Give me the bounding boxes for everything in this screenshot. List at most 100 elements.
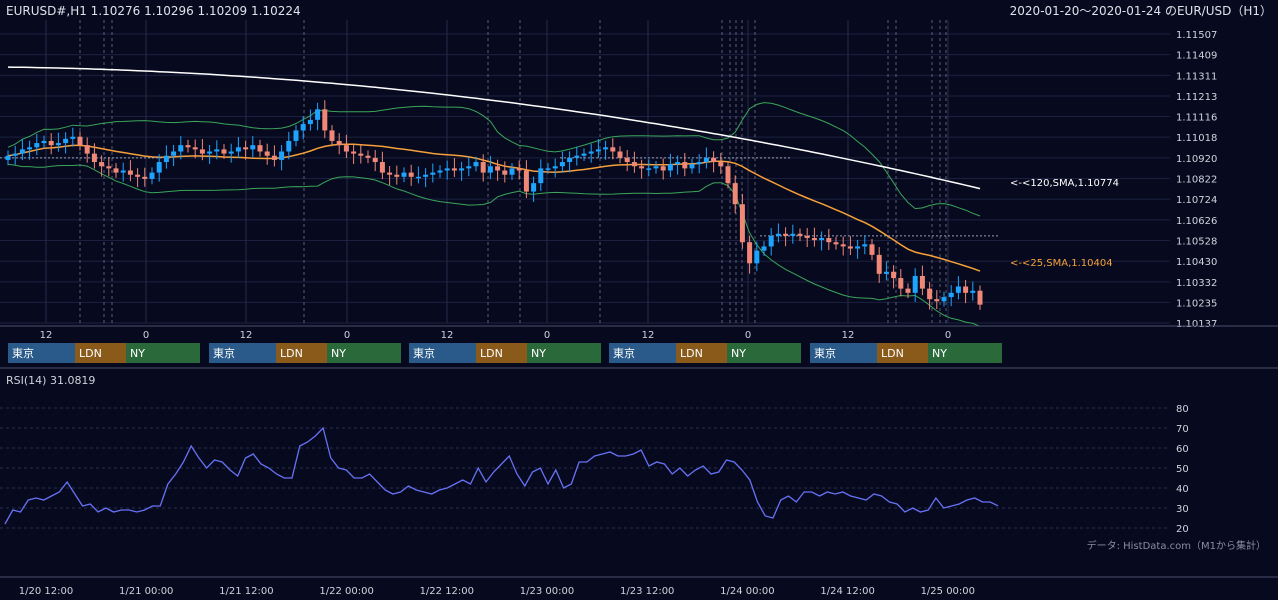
session-newyork-label: NY [130, 347, 145, 360]
candle-body [502, 170, 508, 175]
candle-body [495, 166, 501, 171]
candle-body [415, 176, 421, 179]
time-tick-label: 1/20 12:00 [19, 586, 73, 597]
candle-body [912, 275, 918, 293]
candle-body [603, 147, 609, 150]
candle-body [127, 170, 133, 175]
candle-body [804, 235, 810, 238]
hour-tick-label: 0 [745, 330, 751, 341]
candle-body [343, 145, 349, 152]
rsi-line [4, 426, 999, 525]
candle-body [5, 155, 11, 160]
session-newyork-bar [727, 343, 801, 363]
time-tick-label: 1/21 00:00 [119, 586, 173, 597]
candle-body [646, 168, 652, 170]
session-london-label: LDN [881, 347, 904, 360]
candle-body [797, 233, 803, 236]
candle-body [696, 162, 702, 165]
candle-body [667, 164, 673, 171]
candle-body [185, 145, 191, 148]
candle-body [279, 151, 285, 160]
candle-body [322, 109, 328, 131]
candle-body [725, 166, 731, 184]
candle-body [34, 143, 40, 148]
candle-body [473, 162, 479, 167]
candle-body [538, 168, 544, 184]
candle-body [84, 145, 90, 154]
rsi-tick-label: 70 [1176, 424, 1189, 435]
hour-tick-label: 12 [842, 330, 855, 341]
price-tick-label: 1.10528 [1176, 237, 1217, 248]
candle-body [408, 172, 414, 177]
candle-body [401, 172, 407, 177]
candle-body [574, 155, 580, 158]
session-newyork-label: NY [731, 347, 746, 360]
candle-body [437, 170, 443, 173]
hour-tick-label: 0 [143, 330, 149, 341]
candle-body [459, 168, 465, 171]
candle-body [718, 162, 724, 167]
candle-body [99, 162, 105, 167]
candle-body [120, 170, 126, 173]
candle-body [156, 162, 162, 173]
candle-body [27, 147, 33, 150]
session-newyork-bar [527, 343, 601, 363]
candle-body [329, 130, 335, 141]
session-tokyo-label: 東京 [413, 346, 435, 360]
session-london-bar [276, 343, 327, 363]
session-tokyo-label: 東京 [814, 346, 836, 360]
session-tokyo-label: 東京 [213, 346, 235, 360]
candle-body [545, 168, 551, 170]
header-period: 2020-01-20～2020-01-24 のEUR/USD（H1） [1009, 4, 1272, 18]
price-tick-label: 1.10822 [1176, 175, 1217, 186]
session-tokyo-bar [209, 343, 276, 363]
candle-body [192, 147, 198, 150]
candle-body [977, 290, 983, 305]
candle-body [948, 292, 954, 298]
session-london-bar [676, 343, 727, 363]
candle-body [480, 162, 486, 173]
candle-body [394, 174, 400, 177]
candle-body [264, 151, 270, 156]
candle-body [63, 138, 69, 144]
candle-body [286, 140, 292, 152]
price-tick-label: 1.11409 [1176, 51, 1217, 62]
session-london-label: LDN [680, 347, 703, 360]
price-tick-label: 1.10920 [1176, 154, 1217, 165]
candle-body [811, 237, 817, 241]
price-tick-label: 1.10137 [1176, 319, 1217, 330]
candle-body [387, 172, 393, 175]
candle-body [847, 246, 853, 249]
candle-body [905, 288, 911, 293]
hour-tick-label: 12 [40, 330, 53, 341]
candle-body [55, 143, 61, 146]
candle-body [487, 166, 493, 173]
candle-body [963, 286, 969, 293]
candle-body [941, 297, 947, 302]
candle-body [869, 244, 875, 255]
candle-body [970, 290, 976, 293]
candle-body [214, 149, 220, 152]
header-symbol: EURUSD#,H1 1.10276 1.10296 1.10209 1.102… [6, 4, 301, 18]
candle-body [531, 183, 537, 192]
time-tick-label: 1/24 12:00 [820, 586, 874, 597]
candle-body [257, 145, 263, 152]
candle-body [91, 153, 97, 163]
session-newyork-label: NY [531, 347, 546, 360]
candle-body [451, 168, 457, 171]
session-newyork-label: NY [331, 347, 346, 360]
candle-body [351, 151, 357, 154]
candle-body [653, 166, 659, 169]
candle-body [934, 299, 940, 302]
hour-tick-label: 12 [441, 330, 454, 341]
rsi-title: RSI(14) 31.0819 [6, 374, 96, 387]
session-newyork-bar [126, 343, 200, 363]
candle-body [77, 136, 83, 146]
candle-body [423, 174, 429, 177]
candle-body [588, 151, 594, 154]
candle-body [48, 140, 54, 146]
session-tokyo-bar [409, 343, 476, 363]
candle-body [336, 140, 342, 146]
candle-body [927, 288, 933, 300]
